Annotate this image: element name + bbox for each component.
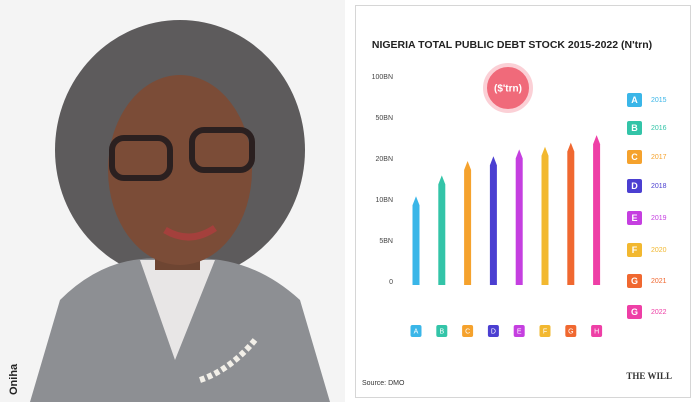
x-tick-label: A <box>414 328 419 335</box>
badge-circle <box>483 63 533 113</box>
legend-year: 2019 <box>651 215 667 222</box>
bar <box>438 175 446 285</box>
x-tick-label: D <box>491 328 496 335</box>
logo: THE WILL <box>626 371 672 381</box>
legend-letter: G <box>631 276 638 286</box>
category-box <box>539 325 551 337</box>
legend-swatch <box>627 305 642 319</box>
legend-year: 2020 <box>651 247 667 254</box>
chart-panel <box>355 5 691 398</box>
legend-year: 2022 <box>651 309 667 316</box>
legend-letter: G <box>631 307 638 317</box>
legend-letter: C <box>631 152 638 162</box>
face <box>108 75 252 265</box>
bar <box>489 156 497 285</box>
bar <box>593 135 601 285</box>
glasses-left <box>109 135 173 181</box>
badge-text: ($'trn) <box>494 84 522 95</box>
x-tick-label: B <box>439 328 444 335</box>
blouse <box>140 260 215 360</box>
legend-letter: D <box>631 181 638 191</box>
legend-swatch <box>627 93 642 107</box>
x-tick-label: H <box>594 328 599 335</box>
legend-letter: A <box>631 95 638 105</box>
bar <box>515 149 523 285</box>
x-tick-label: F <box>543 328 547 335</box>
category-box <box>591 325 603 337</box>
legend-swatch <box>627 121 642 135</box>
legend-year: 2015 <box>651 97 667 104</box>
category-box <box>513 325 525 337</box>
glasses-right <box>189 127 255 173</box>
bar <box>464 161 472 285</box>
x-tick-label: C <box>465 328 470 335</box>
x-tick-label: G <box>568 328 573 335</box>
legend-letter: B <box>631 123 638 133</box>
legend-swatch <box>627 179 642 193</box>
y-tick-label: 5BN <box>379 238 393 245</box>
y-tick-label: 20BN <box>375 156 393 163</box>
x-tick-label: E <box>517 328 522 335</box>
legend-swatch <box>627 150 642 164</box>
legend-letter: E <box>631 213 637 223</box>
legend-swatch <box>627 211 642 225</box>
bar <box>541 146 549 285</box>
legend-year: 2018 <box>651 183 667 190</box>
y-tick-label: 10BN <box>375 197 393 204</box>
category-box <box>436 325 448 337</box>
bar <box>567 142 575 285</box>
legend-letter: F <box>632 245 638 255</box>
category-box <box>410 325 422 337</box>
pearls <box>199 338 258 383</box>
legend-year: 2017 <box>651 154 667 161</box>
y-tick-label: 100BN <box>372 74 393 81</box>
category-box <box>565 325 577 337</box>
bar <box>412 196 420 285</box>
y-tick-label: 0 <box>389 279 393 286</box>
y-tick-label: 50BN <box>375 115 393 122</box>
legend-swatch <box>627 274 642 288</box>
legend-swatch <box>627 243 642 257</box>
legend-year: 2016 <box>651 125 667 132</box>
category-box <box>487 325 499 337</box>
mouth <box>163 225 217 241</box>
source: Source: DMO <box>362 380 405 387</box>
photo: Oniha <box>0 0 345 402</box>
legend-year: 2021 <box>651 278 667 285</box>
photo-caption: Oniha <box>8 363 20 395</box>
chart-title: NIGERIA TOTAL PUBLIC DEBT STOCK 2015-202… <box>372 39 652 51</box>
category-box <box>462 325 474 337</box>
